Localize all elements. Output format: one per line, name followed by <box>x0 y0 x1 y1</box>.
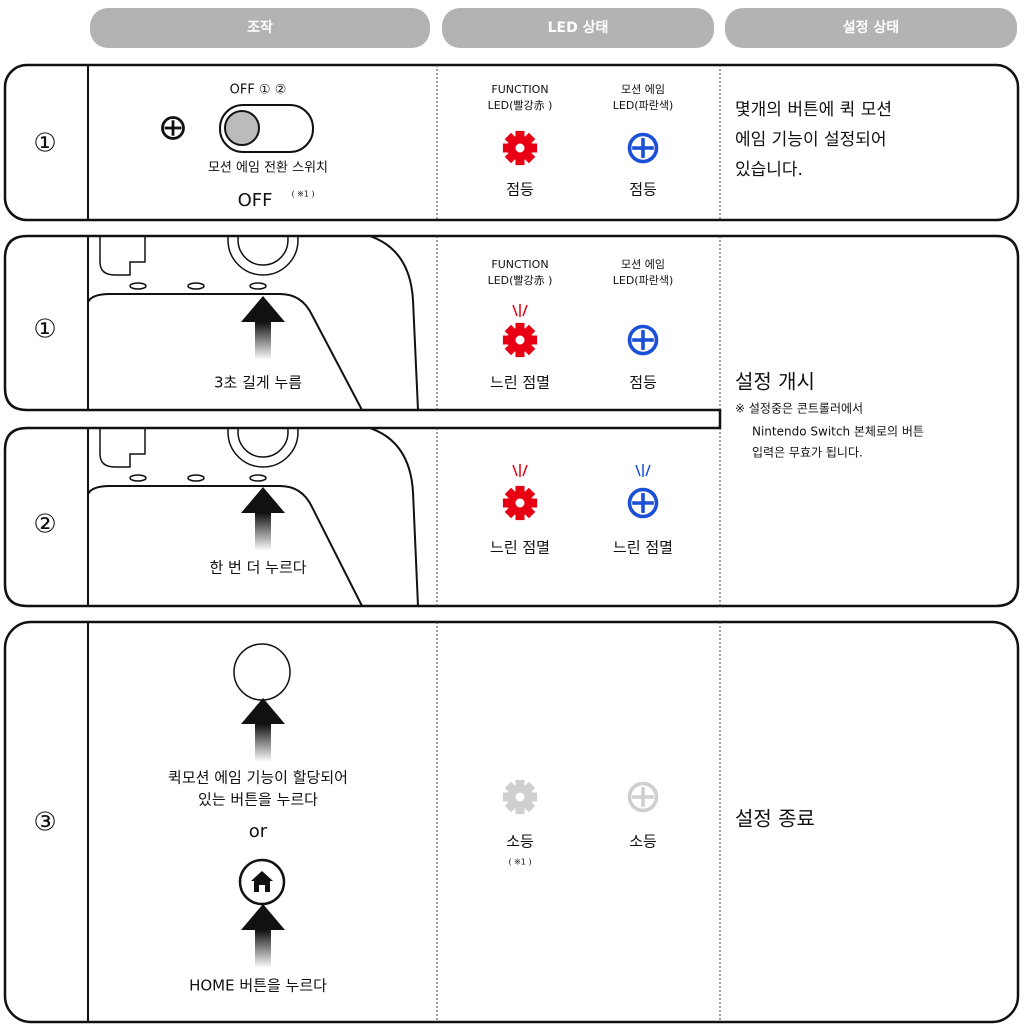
press-arrow <box>241 698 285 762</box>
led-label: LED(빨강赤 ) <box>488 274 553 287</box>
note: ( ※1 ) <box>508 858 531 867</box>
motion-led-icon <box>627 781 659 813</box>
setting-note: ※ 설정중은 콘트롤러에서 <box>735 402 863 416</box>
led-label: 모션 에임 <box>621 258 665 271</box>
blink-mark <box>512 303 528 318</box>
led-status: 느린 점멸 <box>490 539 550 557</box>
blink-mark <box>512 463 528 478</box>
step-number: ② <box>33 510 56 540</box>
led-label: LED(파란색) <box>613 274 674 287</box>
switch-positions: OFF ① ② <box>230 83 287 98</box>
note: ( ※1 ) <box>291 190 314 199</box>
home-icon <box>251 871 273 892</box>
action-text: HOME 버튼을 누르다 <box>189 977 327 995</box>
action-text: 있는 버튼을 누르다 <box>198 791 318 809</box>
home-icon-door <box>259 885 265 892</box>
motion-icon <box>161 116 185 140</box>
setting-text: 에임 기능이 설정되어 <box>735 130 887 150</box>
step-number: ① <box>33 129 56 159</box>
led-status: 점등 <box>629 374 657 392</box>
led-status: 소등 <box>506 833 534 851</box>
controller-sketch <box>87 428 419 606</box>
motion-led-icon <box>627 487 659 519</box>
blink-mark <box>635 463 651 478</box>
function-led-icon <box>502 779 538 815</box>
setting-note: Nintendo Switch 본체로의 버튼 <box>752 425 924 439</box>
led-label: LED(빨강赤 ) <box>488 99 553 112</box>
led-status: 점등 <box>506 181 534 199</box>
action-text: 3초 길게 누름 <box>214 374 302 392</box>
header-text: LED 상태 <box>548 20 609 36</box>
press-arrow <box>241 487 285 551</box>
button-outline <box>233 643 291 701</box>
setting-text: 몇개의 버튼에 퀵 모션 <box>735 100 892 120</box>
switch-knob <box>224 110 260 146</box>
led-status: 점등 <box>629 181 657 199</box>
or-text: or <box>249 821 268 842</box>
function-led-icon <box>502 485 538 521</box>
setting-title: 설정 개시 <box>735 370 815 394</box>
motion-led-icon <box>627 324 659 356</box>
setting-text: 있습니다. <box>735 160 803 180</box>
step-number: ③ <box>33 808 56 838</box>
setting-note: 입력은 무효가 됩니다. <box>752 446 863 460</box>
led-label: 모션 에임 <box>621 83 665 96</box>
row-box <box>3 620 1020 1024</box>
led-label: FUNCTION <box>491 258 548 271</box>
led-status: 소등 <box>629 833 657 851</box>
press-arrow <box>241 904 285 968</box>
press-arrow <box>241 296 285 360</box>
switch-label: 모션 에임 전환 스위치 <box>208 161 328 176</box>
header-pill <box>442 8 714 48</box>
row-box <box>3 234 1020 608</box>
header-text: 조작 <box>247 19 273 36</box>
setting-title: 설정 종료 <box>735 807 815 831</box>
led-label: FUNCTION <box>491 83 548 96</box>
led-label: LED(파란색) <box>613 99 674 112</box>
header-pill <box>725 8 1017 48</box>
led-status: 느린 점멸 <box>613 539 673 557</box>
motion-led-icon <box>627 132 659 164</box>
action-text: 한 번 더 누르다 <box>209 559 306 577</box>
led-status: 느린 점멸 <box>490 374 550 392</box>
header-text: 설정 상태 <box>843 19 899 36</box>
switch-state: OFF <box>238 190 273 211</box>
controller-sketch <box>87 236 419 410</box>
function-led-icon <box>502 130 538 166</box>
function-led-icon <box>502 322 538 358</box>
action-text: 퀵모션 에임 기능이 할당되어 <box>168 769 348 787</box>
row-box <box>3 63 1020 222</box>
step-number: ① <box>33 315 56 345</box>
header-pill <box>90 8 430 48</box>
